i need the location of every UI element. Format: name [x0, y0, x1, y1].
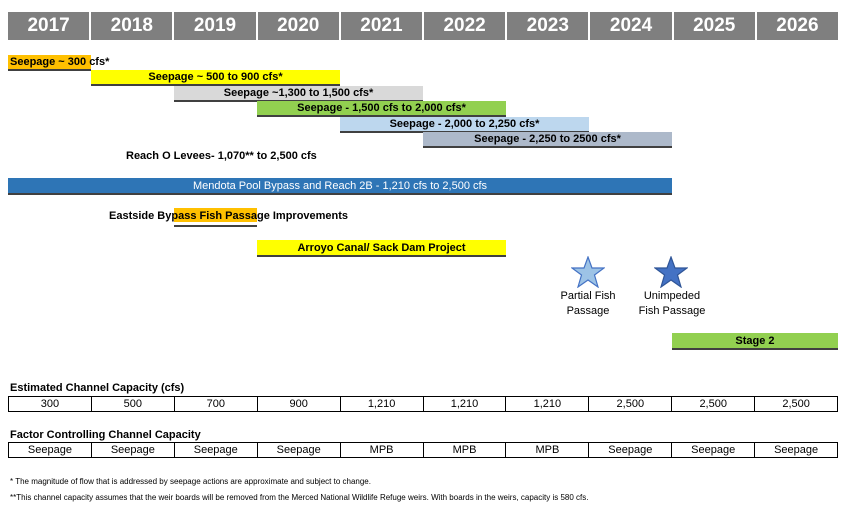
factor-cell: Seepage: [175, 443, 258, 457]
bar-seepage-2250-2500: Seepage - 2,250 to 2500 cfs*: [423, 132, 672, 148]
factor-cell: Seepage: [9, 443, 92, 457]
year-2024: 2024: [590, 12, 674, 40]
factor-cell: MPB: [506, 443, 590, 457]
factor-cell: Seepage: [258, 443, 341, 457]
factor-cell: Seepage: [92, 443, 175, 457]
label-reach-o-levees: Reach O Levees- 1,070** to 2,500 cfs: [126, 150, 317, 162]
capacity-cell: 900: [258, 397, 341, 411]
capacity-cell: 1,210: [341, 397, 424, 411]
capacity-cell: 300: [9, 397, 92, 411]
year-2019: 2019: [174, 12, 258, 40]
eastside-underline: [174, 225, 257, 227]
year-2022: 2022: [424, 12, 508, 40]
bar-seepage-500-900: Seepage ~ 500 to 900 cfs*: [91, 70, 340, 86]
unimpeded-passage-line1: Unimpeded: [643, 290, 701, 302]
partial-passage-label: Partial Fish Passage: [548, 289, 628, 319]
bar-seepage-1300-1500: Seepage ~1,300 to 1,500 cfs*: [174, 86, 423, 102]
factor-cell: Seepage: [589, 443, 673, 457]
factor-row: Seepage Seepage Seepage Seepage MPB MPB …: [8, 442, 838, 458]
capacity-cell: 1,210: [506, 397, 590, 411]
bar-stage-2: Stage 2: [672, 333, 838, 350]
year-2026: 2026: [776, 15, 819, 36]
capacity-cell: 2,500: [672, 397, 756, 411]
year-2020: 2020: [258, 12, 341, 40]
year-header: 2017 2018 2019 2020 2021 2022 2023 2024 …: [8, 12, 838, 40]
bar-arroyo-canal: Arroyo Canal/ Sack Dam Project: [257, 240, 506, 257]
factor-title: Factor Controlling Channel Capacity: [10, 429, 201, 441]
year-2023: 2023: [507, 12, 591, 40]
year-2017: 2017: [8, 12, 92, 40]
year-2025: 2025: [674, 12, 757, 40]
partial-passage-line2: Passage: [566, 305, 610, 317]
factor-cell: Seepage: [672, 443, 756, 457]
capacity-cell: 2,500: [782, 398, 810, 410]
year-2018: 2018: [91, 12, 175, 40]
capacity-row: 300 500 700 900 1,210 1,210 1,210 2,500 …: [8, 396, 838, 412]
footnote-weir-boards: **This channel capacity assumes that the…: [10, 493, 589, 502]
unimpeded-passage-star-icon: [654, 256, 688, 288]
bar-seepage-1500-2000: Seepage - 1,500 cfs to 2,000 cfs*: [257, 101, 506, 117]
partial-passage-line1: Partial Fish: [560, 290, 616, 302]
factor-cell: Seepage: [774, 444, 819, 456]
footnote-seepage: * The magnitude of flow that is addresse…: [10, 477, 371, 486]
capacity-cell: 700: [175, 397, 258, 411]
unimpeded-passage-line2: Fish Passage: [638, 305, 706, 317]
bar-mendota-pool-bypass: Mendota Pool Bypass and Reach 2B - 1,210…: [8, 178, 672, 195]
eastside-highlight: [174, 208, 257, 222]
label-eastside-bypass: Eastside Bypass Fish Passage Improvement…: [109, 210, 349, 222]
partial-passage-star-icon: [571, 256, 605, 288]
capacity-cell: 2,500: [589, 397, 673, 411]
factor-cell: MPB: [341, 443, 424, 457]
bar-seepage-300: Seepage ~ 300 cfs*: [8, 55, 109, 71]
unimpeded-passage-label: Unimpeded Fish Passage: [628, 289, 716, 319]
capacity-cell: 1,210: [424, 397, 507, 411]
capacity-cell: 500: [92, 397, 175, 411]
factor-cell: MPB: [424, 443, 507, 457]
capacity-title: Estimated Channel Capacity (cfs): [10, 382, 185, 394]
year-2021: 2021: [341, 12, 425, 40]
bar-seepage-2000-2250: Seepage - 2,000 to 2,250 cfs*: [340, 117, 589, 133]
